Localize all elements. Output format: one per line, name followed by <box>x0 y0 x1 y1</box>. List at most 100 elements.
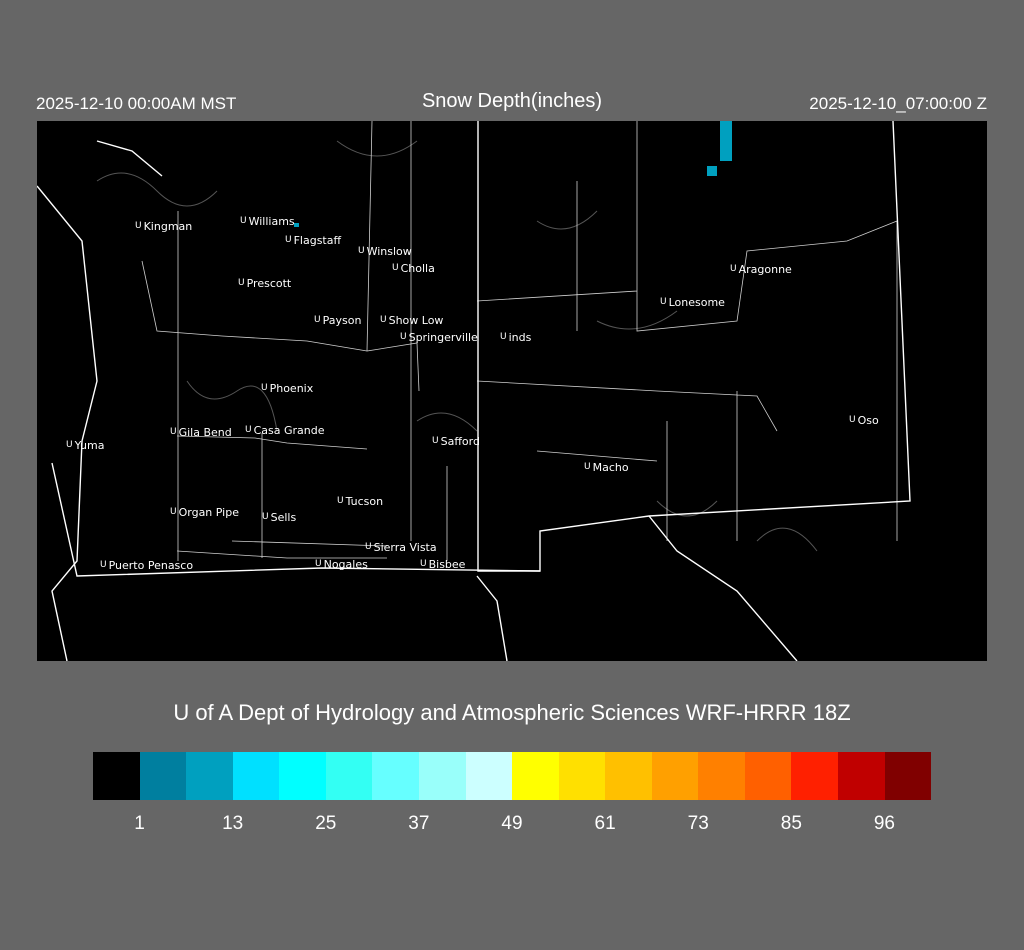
city: U Lonesome <box>660 296 725 309</box>
colorbar-swatch <box>465 752 513 800</box>
city-marker: U <box>314 315 321 325</box>
city-marker: U <box>100 560 107 570</box>
colorbar-tick-label: 49 <box>501 813 523 834</box>
terrain-contours <box>96 140 818 552</box>
city-marker: U <box>380 315 387 325</box>
city-marker: U <box>660 297 667 307</box>
city-label: Safford <box>440 435 480 448</box>
colorbar-swatch <box>325 752 373 800</box>
city: U Springerville <box>400 331 478 344</box>
city-marker: U <box>245 425 252 435</box>
city: U Sells <box>262 511 296 524</box>
colorbar-swatch <box>558 752 606 800</box>
city: U Payson <box>314 314 361 327</box>
county-lines <box>141 121 898 561</box>
local-time: 2025-12-10 00:00AM MST <box>36 94 237 113</box>
city-marker: U <box>365 542 372 552</box>
colorbar-swatch <box>884 752 932 800</box>
city-marker: U <box>170 507 177 517</box>
colorbar-swatch <box>605 752 652 800</box>
city: U Organ Pipe <box>170 506 239 519</box>
city: U Williams <box>240 215 295 228</box>
city-marker: U <box>261 383 268 393</box>
city-label: Aragonne <box>738 263 792 276</box>
colorbar-tick-label: 85 <box>780 813 802 834</box>
colorbar-swatch <box>372 752 419 800</box>
city-marker: U <box>66 440 73 450</box>
colorbar-tick-label: 25 <box>315 813 337 834</box>
city-label: Tucson <box>345 495 384 508</box>
colorbar-swatch <box>93 752 140 800</box>
city: U Aragonne <box>730 263 792 276</box>
city-label: Gila Bend <box>178 426 232 439</box>
city-marker: U <box>337 496 344 506</box>
colorbar-swatch <box>838 752 885 800</box>
city-label: Bisbee <box>428 558 466 571</box>
colorbar-swatch <box>139 752 187 800</box>
colorbar-swatch <box>744 752 792 800</box>
colorbar-swatch <box>791 752 838 800</box>
city-label: Winslow <box>366 245 412 258</box>
city-label: Cholla <box>400 262 435 275</box>
snow-patch <box>707 166 717 176</box>
city: U Kingman <box>135 220 192 233</box>
colorbar-swatch <box>651 752 699 800</box>
city-label: Lonesome <box>668 296 725 309</box>
city-label: Puerto Penasco <box>108 559 194 572</box>
city: U Cholla <box>392 262 435 275</box>
city-marker: U <box>262 512 269 522</box>
city: U Sierra Vista <box>365 541 437 554</box>
city: U Casa Grande <box>245 424 325 437</box>
city: U Phoenix <box>261 382 313 395</box>
city-label: Sells <box>270 511 297 524</box>
city-marker: U <box>135 221 142 231</box>
colorbar-tick-label: 73 <box>687 813 709 834</box>
city-marker: U <box>358 246 365 256</box>
city-marker: U <box>285 235 292 245</box>
city: U Gila Bend <box>170 426 232 439</box>
map-boundaries <box>37 121 911 661</box>
city: U Oso <box>849 414 879 427</box>
city-label: Williams <box>248 215 295 228</box>
city: U Prescott <box>238 277 291 290</box>
colorbar <box>93 752 932 800</box>
city-marker: U <box>400 332 407 342</box>
city-label: Nogales <box>323 558 368 571</box>
city: U Safford <box>432 435 480 448</box>
city-marker: U <box>730 264 737 274</box>
city-marker: U <box>392 263 399 273</box>
city-label: Macho <box>592 461 629 474</box>
colorbar-swatch <box>418 752 466 800</box>
city-marker: U <box>240 216 247 226</box>
city-label: Show Low <box>388 314 444 327</box>
colorbar-tick-label: 96 <box>873 813 896 834</box>
city-label: Springerville <box>408 331 478 344</box>
city-label: Payson <box>322 314 362 327</box>
colorbar-swatch <box>512 752 559 800</box>
colorbar-tick-label: 37 <box>408 813 430 834</box>
city-marker: U <box>432 436 439 446</box>
city-label: Yuma <box>74 439 105 452</box>
state-borders <box>37 121 911 661</box>
city: U Macho <box>584 461 629 474</box>
colorbar-tick-label: 13 <box>222 813 244 834</box>
city-marker: U <box>238 278 245 288</box>
city-label: Organ Pipe <box>178 506 239 519</box>
city-marker: U <box>849 415 856 425</box>
city-label: Flagstaff <box>293 234 342 247</box>
colorbar-swatch <box>232 752 280 800</box>
city-label: Prescott <box>246 277 292 290</box>
map-panel: U Kingman U Williams U Flagstaff U Winslow U Chol… <box>37 121 987 661</box>
city-marker: U <box>584 462 591 472</box>
city-label: Oso <box>857 414 879 427</box>
colorbar-swatch <box>698 752 745 800</box>
city-label: Casa Grande <box>253 424 325 437</box>
valid-time: 2025-12-10_07:00:00 Z <box>809 94 987 113</box>
city-marker: U <box>500 332 507 342</box>
model-credit: U of A Dept of Hydrology and Atmospheric… <box>173 700 851 725</box>
city-label: Sierra Vista <box>373 541 437 554</box>
colorbar-tick-label: 1 <box>134 813 145 834</box>
city-marker: U <box>315 559 322 569</box>
city: U Nogales <box>315 558 368 571</box>
